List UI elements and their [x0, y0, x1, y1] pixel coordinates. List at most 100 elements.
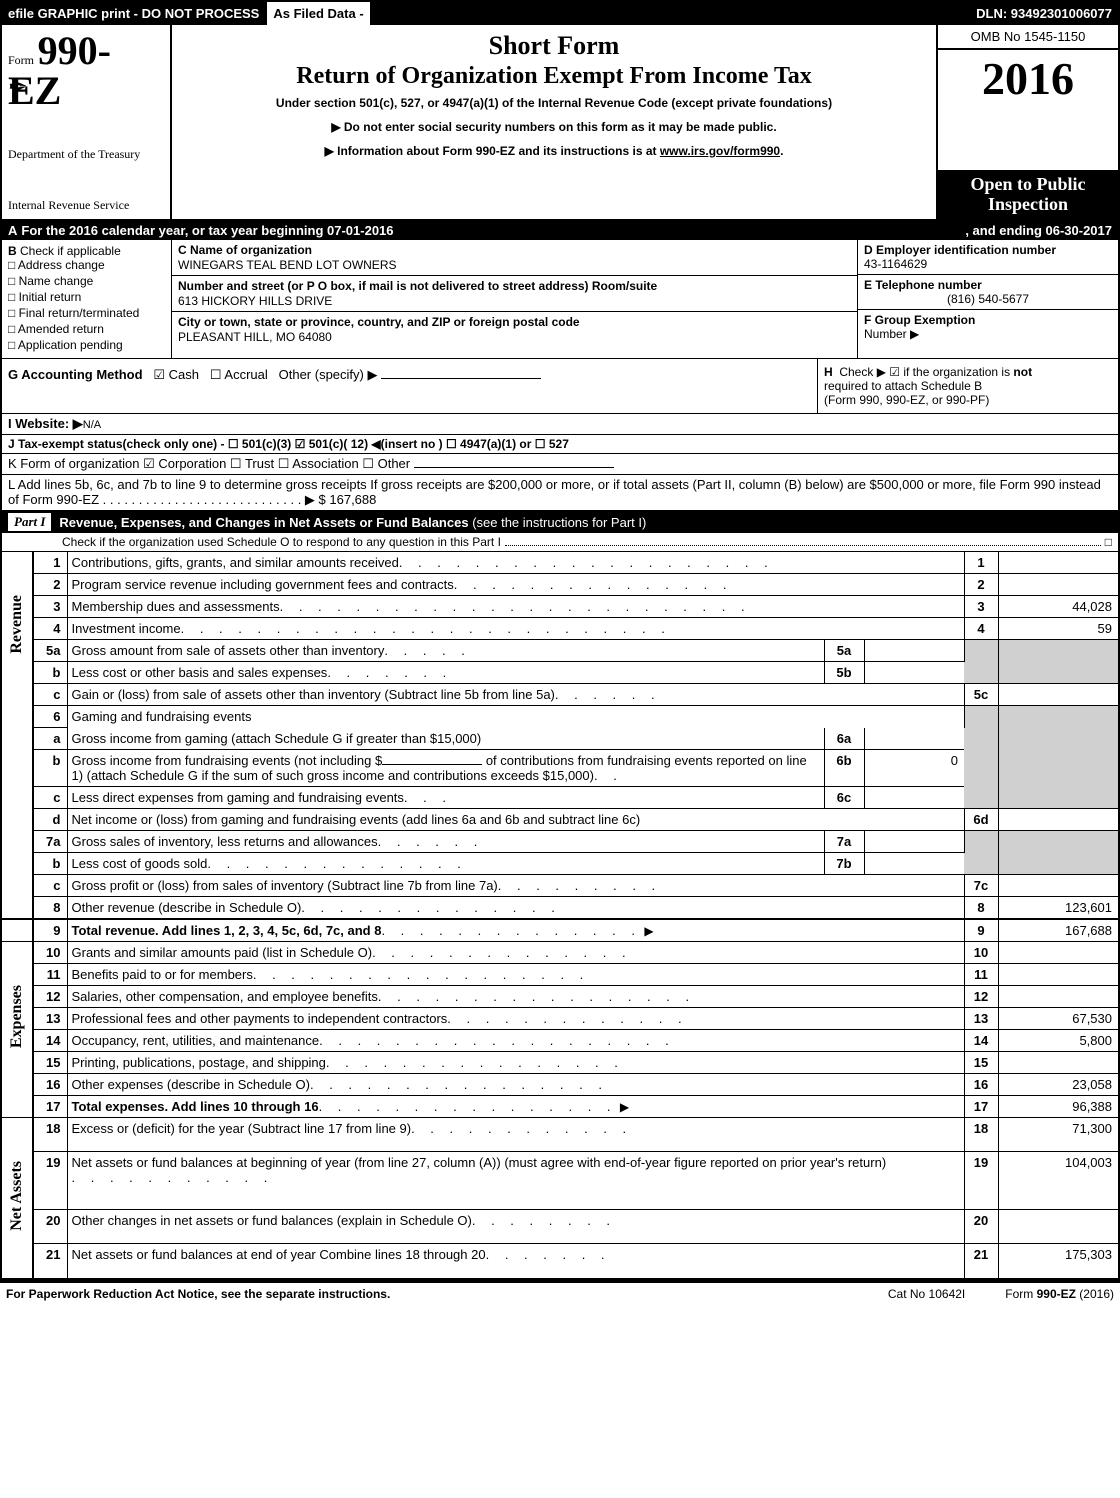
c-name-label: C Name of organization — [178, 243, 851, 257]
line6d-value — [998, 809, 1118, 831]
part1-title: Revenue, Expenses, and Changes in Net As… — [59, 515, 646, 530]
chk-amended-return[interactable]: Amended return — [8, 322, 165, 336]
top-bar: efile GRAPHIC print - DO NOT PROCESS As … — [2, 2, 1118, 25]
asfiled-label: As Filed Data - — [265, 2, 371, 25]
line13-value: 67,530 — [998, 1008, 1118, 1030]
section-def: D Employer identification number 43-1164… — [858, 240, 1118, 358]
irs-link[interactable]: www.irs.gov/form990 — [660, 144, 780, 158]
c-city-label: City or town, state or province, country… — [178, 315, 851, 329]
tax-exempt-status: J Tax-exempt status(check only one) - ☐ … — [8, 437, 569, 451]
g-cash[interactable]: ☑ Cash — [153, 367, 199, 382]
gross-receipts: ▶ $ 167,688 — [305, 492, 376, 507]
chk-final-return[interactable]: Final return/terminated — [8, 306, 165, 320]
part1-checkbox[interactable] — [1105, 535, 1112, 549]
line6a-value — [864, 728, 964, 750]
org-city: PLEASANT HILL, MO 64080 — [178, 330, 851, 344]
row-a-text: For the 2016 calendar year, or tax year … — [21, 223, 393, 238]
line20-value — [998, 1210, 1118, 1244]
line12-value — [998, 986, 1118, 1008]
line2-value — [998, 574, 1118, 596]
line11-value — [998, 964, 1118, 986]
subtitle: Under section 501(c), 527, or 4947(a)(1)… — [180, 96, 928, 110]
row-i: I Website: ▶N/A — [2, 414, 1118, 435]
section-c: C Name of organization WINEGARS TEAL BEN… — [172, 240, 858, 358]
d-ein-label: D Employer identification number — [864, 243, 1112, 257]
ein: 43-1164629 — [864, 257, 1112, 271]
line21-value: 175,303 — [998, 1244, 1118, 1278]
title-short-form: Short Form — [180, 31, 928, 61]
line14-value: 5,800 — [998, 1030, 1118, 1052]
netassets-side-label: Net Assets — [2, 1118, 33, 1279]
form-990ez: efile GRAPHIC print - DO NOT PROCESS As … — [0, 0, 1120, 1281]
dept-treasury: Department of the Treasury — [8, 147, 164, 162]
f-group-label: F Group Exemption — [864, 313, 1112, 327]
footer-form: Form 990-EZ (2016) — [1005, 1287, 1114, 1301]
line8-value: 123,601 — [998, 897, 1118, 920]
line5a-value — [864, 640, 964, 662]
line9-value: 167,688 — [998, 919, 1118, 942]
section-g: G Accounting Method ☑ Cash ☐ Accrual Oth… — [2, 359, 818, 413]
footer-notice: For Paperwork Reduction Act Notice, see … — [6, 1287, 390, 1301]
line6b-value: 0 — [864, 750, 964, 787]
row-a: A For the 2016 calendar year, or tax yea… — [2, 221, 1118, 240]
chk-name-change[interactable]: Name change — [8, 274, 165, 288]
label-a: A — [8, 223, 17, 238]
line5b-value — [864, 662, 964, 684]
line10-value — [998, 942, 1118, 964]
part1-header: Part I Revenue, Expenses, and Changes in… — [2, 511, 1118, 533]
line16-value: 23,058 — [998, 1074, 1118, 1096]
dln: DLN: 93492301006077 — [970, 2, 1118, 25]
form-of-org: K Form of organization ☑ Corporation ☐ T… — [8, 456, 410, 471]
c-street-label: Number and street (or P O box, if mail i… — [178, 279, 851, 293]
efile-label: efile GRAPHIC print - DO NOT PROCESS — [2, 2, 265, 25]
chk-application-pending[interactable]: Application pending — [8, 338, 165, 352]
g-other[interactable]: Other (specify) ▶ — [279, 367, 378, 382]
phone: (816) 540-5677 — [864, 292, 1112, 306]
line5c-value — [998, 684, 1118, 706]
line18-value: 71,300 — [998, 1118, 1118, 1152]
e-phone-label: E Telephone number — [864, 278, 1112, 292]
line15-value — [998, 1052, 1118, 1074]
line7a-value — [864, 831, 964, 853]
part1-subnote: Check if the organization used Schedule … — [2, 533, 1118, 552]
line6c-value — [864, 787, 964, 809]
row-j: J Tax-exempt status(check only one) - ☐ … — [2, 435, 1118, 454]
form-prefix: Form — [8, 53, 34, 67]
part1-table: Revenue 1 Contributions, gifts, grants, … — [2, 552, 1118, 1279]
chk-address-change[interactable]: Address change — [8, 258, 165, 272]
row-a-end: , and ending 06-30-2017 — [965, 223, 1112, 238]
line1-value — [998, 552, 1118, 574]
tax-year: 2016 — [938, 50, 1118, 170]
line19-value: 104,003 — [998, 1152, 1118, 1210]
row-gh: G Accounting Method ☑ Cash ☐ Accrual Oth… — [2, 359, 1118, 414]
form-id-block: Form 990-EZ ✒ Department of the Treasury… — [2, 25, 172, 219]
line7c-value — [998, 875, 1118, 897]
omb-number: OMB No 1545-1150 — [938, 25, 1118, 50]
treasury-seal-icon: ✒ — [8, 73, 28, 102]
footer-cat: Cat No 10642I — [888, 1287, 965, 1301]
g-accrual[interactable]: ☐ Accrual — [210, 367, 268, 382]
row-l: L Add lines 5b, 6c, and 7b to line 9 to … — [2, 475, 1118, 511]
org-name: WINEGARS TEAL BEND LOT OWNERS — [178, 258, 851, 272]
chk-initial-return[interactable]: Initial return — [8, 290, 165, 304]
header: Form 990-EZ ✒ Department of the Treasury… — [2, 25, 1118, 221]
footer: For Paperwork Reduction Act Notice, see … — [0, 1281, 1120, 1305]
note-info: ▶ Information about Form 990-EZ and its … — [180, 144, 928, 158]
title-return: Return of Organization Exempt From Incom… — [180, 63, 928, 90]
right-block: OMB No 1545-1150 2016 Open to Public Ins… — [938, 25, 1118, 219]
section-h: H Check ▶ ☑ if the organization is not r… — [818, 359, 1118, 413]
open-inspection: Open to Public Inspection — [938, 170, 1118, 219]
block-bcdef: B Check if applicable Address change Nam… — [2, 240, 1118, 359]
row-k: K Form of organization ☑ Corporation ☐ T… — [2, 454, 1118, 475]
line7b-value — [864, 853, 964, 875]
section-b: B Check if applicable Address change Nam… — [2, 240, 172, 358]
line4-value: 59 — [998, 618, 1118, 640]
title-block: Short Form Return of Organization Exempt… — [172, 25, 938, 219]
line3-value: 44,028 — [998, 596, 1118, 618]
website: N/A — [83, 419, 101, 431]
line17-value: 96,388 — [998, 1096, 1118, 1118]
dept-irs: Internal Revenue Service — [8, 198, 164, 213]
org-street: 613 HICKORY HILLS DRIVE — [178, 294, 851, 308]
note-ssn: ▶ Do not enter social security numbers o… — [180, 120, 928, 134]
revenue-side-label: Revenue — [2, 552, 33, 919]
